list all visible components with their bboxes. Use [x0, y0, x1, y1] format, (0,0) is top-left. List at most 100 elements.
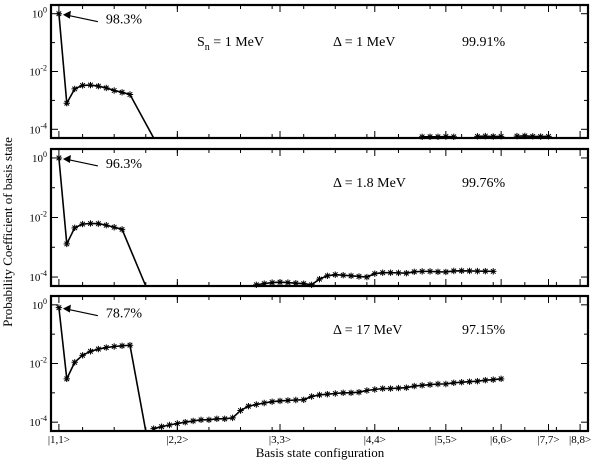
data-point-marker	[95, 82, 102, 90]
data-point-marker	[158, 423, 165, 430]
data-point-marker	[355, 389, 363, 396]
data-point-marker	[426, 268, 434, 275]
data-point-marker	[395, 269, 402, 277]
x-tick-label: |4,4>	[364, 434, 386, 446]
data-point-marker	[545, 133, 552, 140]
separation-energy-label: Sn = 1 MeV	[197, 35, 264, 53]
y-tick-label: 100	[32, 6, 47, 21]
x-tick-label: |2,2>	[166, 434, 188, 446]
data-point-marker	[87, 348, 94, 355]
annotation-arrowhead	[62, 10, 71, 19]
data-point-marker	[284, 397, 292, 404]
data-point-marker	[103, 222, 110, 229]
data-point-marker	[332, 271, 339, 278]
data-point-marker	[324, 390, 331, 398]
data-point-marker	[403, 384, 410, 391]
data-point-marker	[87, 81, 94, 89]
data-point-marker	[379, 385, 386, 392]
data-point-marker	[253, 281, 260, 288]
data-point-marker	[276, 279, 284, 286]
data-point-marker	[418, 268, 426, 275]
first-coefficient-label: 98.3%	[106, 13, 143, 28]
data-point-marker	[418, 133, 426, 141]
panel-3: 100 10-2 10-4 78.7% Δ = 17 MeV 97.15%	[29, 294, 590, 433]
data-point-marker	[268, 279, 276, 286]
total-probability-label: 97.15%	[462, 323, 506, 338]
data-point-marker	[237, 407, 244, 414]
data-point-marker	[490, 133, 497, 140]
data-point-marker	[55, 304, 63, 311]
data-point-marker	[497, 375, 505, 383]
data-point-marker	[339, 272, 347, 279]
data-point-marker	[126, 342, 134, 349]
data-point-marker	[521, 132, 529, 140]
data-point-marker	[221, 415, 228, 423]
data-point-marker	[513, 132, 521, 140]
data-point-marker	[174, 420, 181, 427]
data-point-marker	[403, 269, 410, 277]
data-point-marker	[482, 268, 489, 275]
data-point-marker	[63, 100, 70, 107]
data-point-marker	[387, 385, 394, 392]
data-point-marker	[450, 133, 457, 141]
data-point-marker	[426, 381, 434, 388]
delta-label: Δ = 1.8 MeV	[333, 176, 406, 191]
data-point-marker	[434, 133, 442, 141]
data-point-marker	[442, 133, 450, 140]
data-point-marker	[55, 154, 63, 162]
first-coefficient-label: 96.3%	[106, 157, 143, 172]
data-point-marker	[71, 85, 78, 93]
data-point-marker	[103, 84, 110, 92]
x-tick-label: |5,5>	[435, 434, 457, 446]
data-point-marker	[292, 280, 300, 287]
data-point-marker	[71, 359, 78, 366]
data-point-marker	[529, 133, 536, 140]
data-point-marker	[213, 415, 221, 423]
data-point-marker	[268, 398, 276, 405]
data-point-marker	[490, 376, 497, 383]
y-tick-label: 10-4	[29, 414, 47, 429]
x-tick-label: |7,7>	[537, 434, 559, 446]
data-point-marker	[537, 133, 544, 140]
delta-label: Δ = 1 MeV	[333, 35, 395, 50]
data-point-marker	[197, 416, 205, 424]
data-point-marker	[261, 280, 268, 287]
data-point-marker	[474, 267, 481, 275]
data-point-marker	[347, 272, 355, 280]
total-probability-label: 99.91%	[462, 35, 506, 50]
data-point-marker	[434, 268, 442, 275]
data-point-marker	[118, 226, 126, 233]
data-point-marker	[316, 391, 323, 399]
data-point-marker	[253, 401, 260, 408]
data-point-marker	[450, 379, 457, 386]
data-point-marker	[292, 396, 300, 404]
data-point-marker	[466, 378, 473, 385]
annotation-arrow	[64, 14, 99, 23]
data-point-marker	[126, 91, 134, 98]
data-point-marker	[118, 89, 126, 96]
data-point-marker	[79, 352, 86, 359]
series-line	[58, 13, 155, 139]
panel-1: 100 10-2 10-4 98.3% Sn = 1 MeV Δ = 1 MeV 99.91…	[29, 3, 590, 141]
annotation-arrowhead	[62, 154, 71, 163]
data-point-marker	[411, 382, 418, 390]
data-point-marker	[497, 133, 505, 140]
data-point-marker	[71, 224, 78, 232]
data-point-marker	[316, 275, 323, 283]
data-point-marker	[395, 384, 402, 392]
data-point-marker	[55, 10, 63, 17]
series-line	[58, 157, 147, 287]
data-point-marker	[324, 272, 331, 280]
data-point-marker	[150, 425, 157, 432]
data-point-marker	[442, 380, 450, 388]
data-point-marker	[363, 273, 371, 281]
data-point-marker	[284, 279, 292, 286]
annotation-arrow	[64, 158, 99, 167]
y-tick-label: 10-2	[29, 64, 47, 79]
delta-label: Δ = 17 MeV	[333, 323, 402, 338]
data-point-marker	[79, 220, 86, 228]
data-point-marker	[308, 393, 315, 400]
y-tick-label: 10-4	[29, 269, 47, 284]
data-point-marker	[490, 268, 497, 275]
